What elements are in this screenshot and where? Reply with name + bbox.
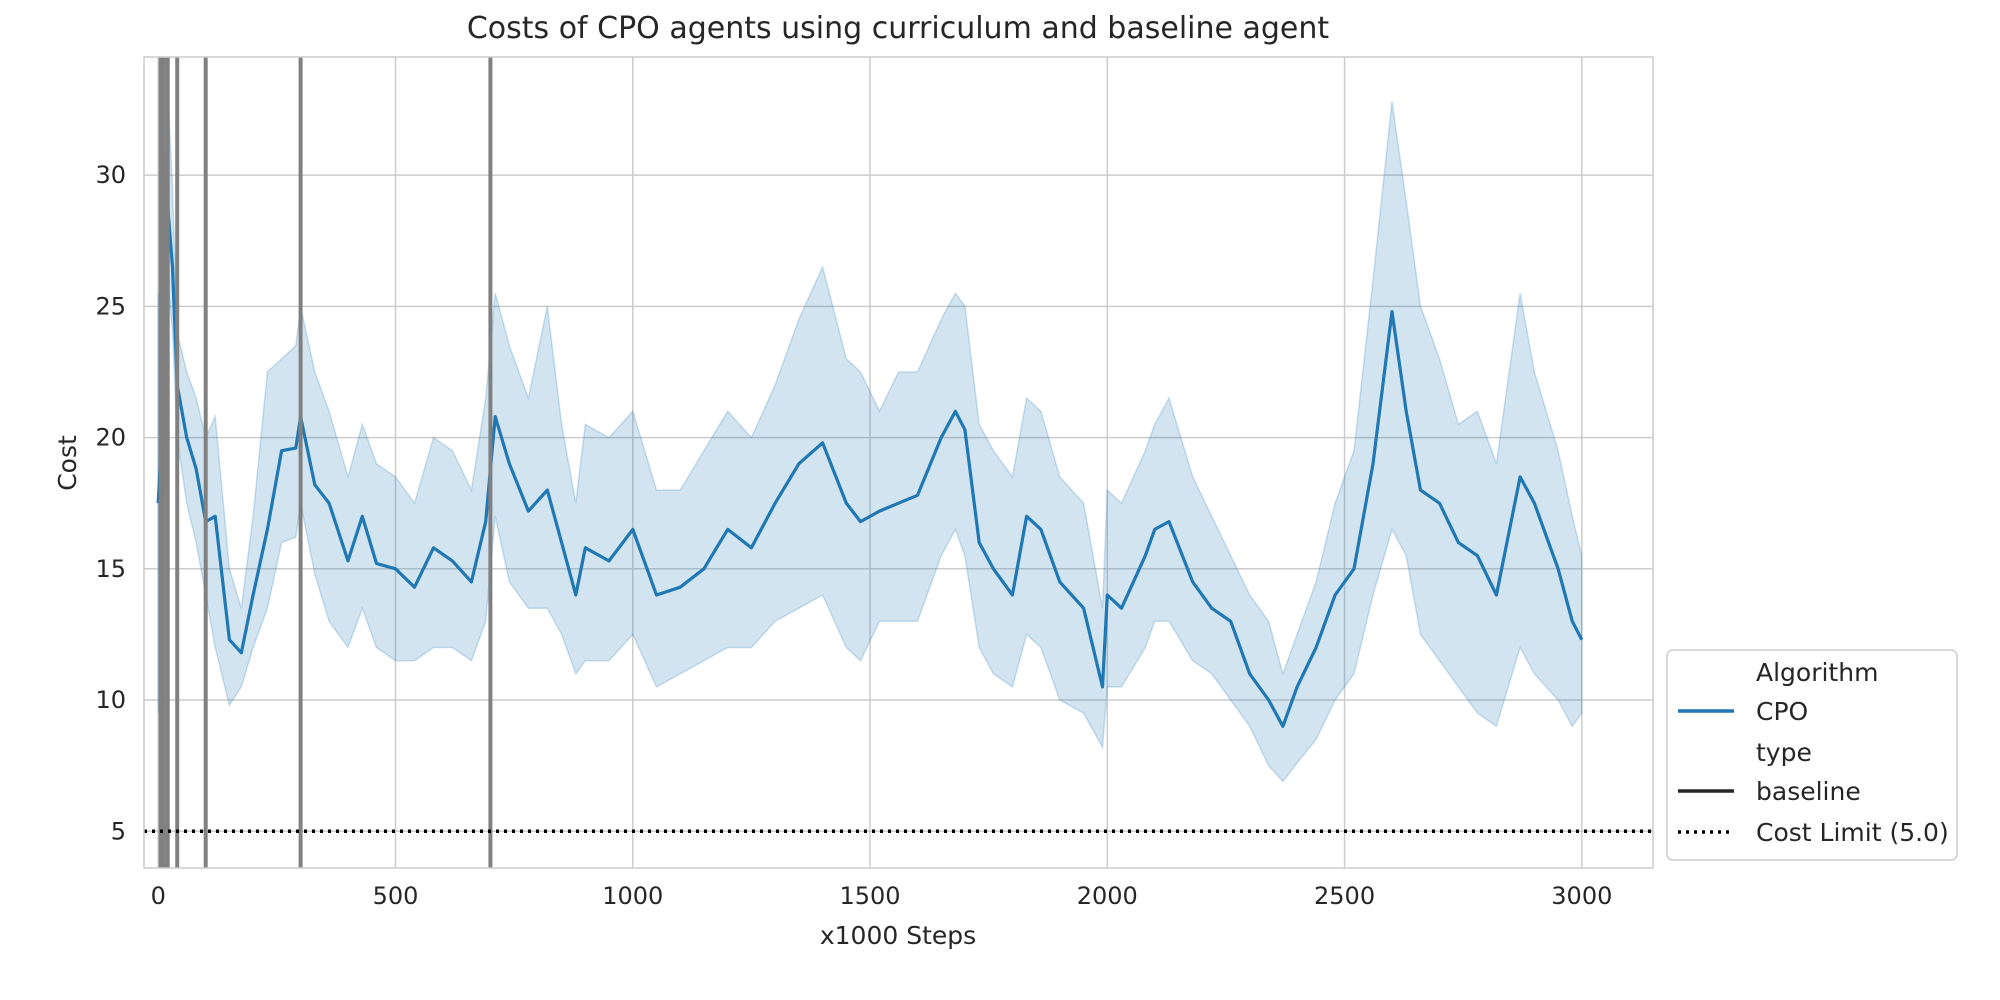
grid-lines	[144, 57, 1653, 868]
y-tick-label: 30	[95, 161, 126, 189]
y-tick-label: 5	[111, 817, 126, 845]
x-tick-labels: 0 500 1000 1500 2000 2500 3000	[151, 882, 1613, 910]
legend-header-type: type	[1756, 738, 1812, 767]
legend-entry-cpo: CPO	[1756, 697, 1808, 726]
y-axis-label: Cost	[53, 435, 82, 491]
y-tick-labels: 5 10 15 20 25 30	[95, 161, 126, 845]
y-tick-label: 15	[95, 555, 126, 583]
x-tick-label: 0	[151, 882, 166, 910]
plot-frame	[143, 56, 1654, 869]
x-tick-label: 1500	[839, 882, 900, 910]
x-tick-label: 2000	[1077, 882, 1138, 910]
y-tick-label: 20	[95, 424, 126, 452]
legend-entry-baseline: baseline	[1756, 777, 1861, 806]
x-axis-label: x1000 Steps	[820, 921, 976, 950]
legend-entry-cost-limit: Cost Limit (5.0)	[1756, 818, 1949, 847]
x-tick-label: 3000	[1551, 882, 1612, 910]
ci-band-layer	[157, 91, 1583, 783]
x-tick-label: 2500	[1314, 882, 1375, 910]
legend-box	[1666, 649, 1958, 861]
legend-header-algorithm: Algorithm	[1756, 658, 1878, 687]
legend: Algorithm CPO type baseline Cost Limit (…	[1666, 649, 1958, 861]
ci-band-cpo	[157, 91, 1583, 783]
y-tick-label: 10	[95, 686, 126, 714]
series-line-cpo	[156, 205, 1584, 728]
curriculum-switch-layer	[158, 57, 493, 868]
chart-title: Costs of CPO agents using curriculum and…	[467, 11, 1330, 46]
x-tick-label: 1000	[602, 882, 663, 910]
x-tick-label: 500	[373, 882, 419, 910]
series-layer	[156, 205, 1584, 728]
y-tick-label: 25	[95, 292, 126, 320]
